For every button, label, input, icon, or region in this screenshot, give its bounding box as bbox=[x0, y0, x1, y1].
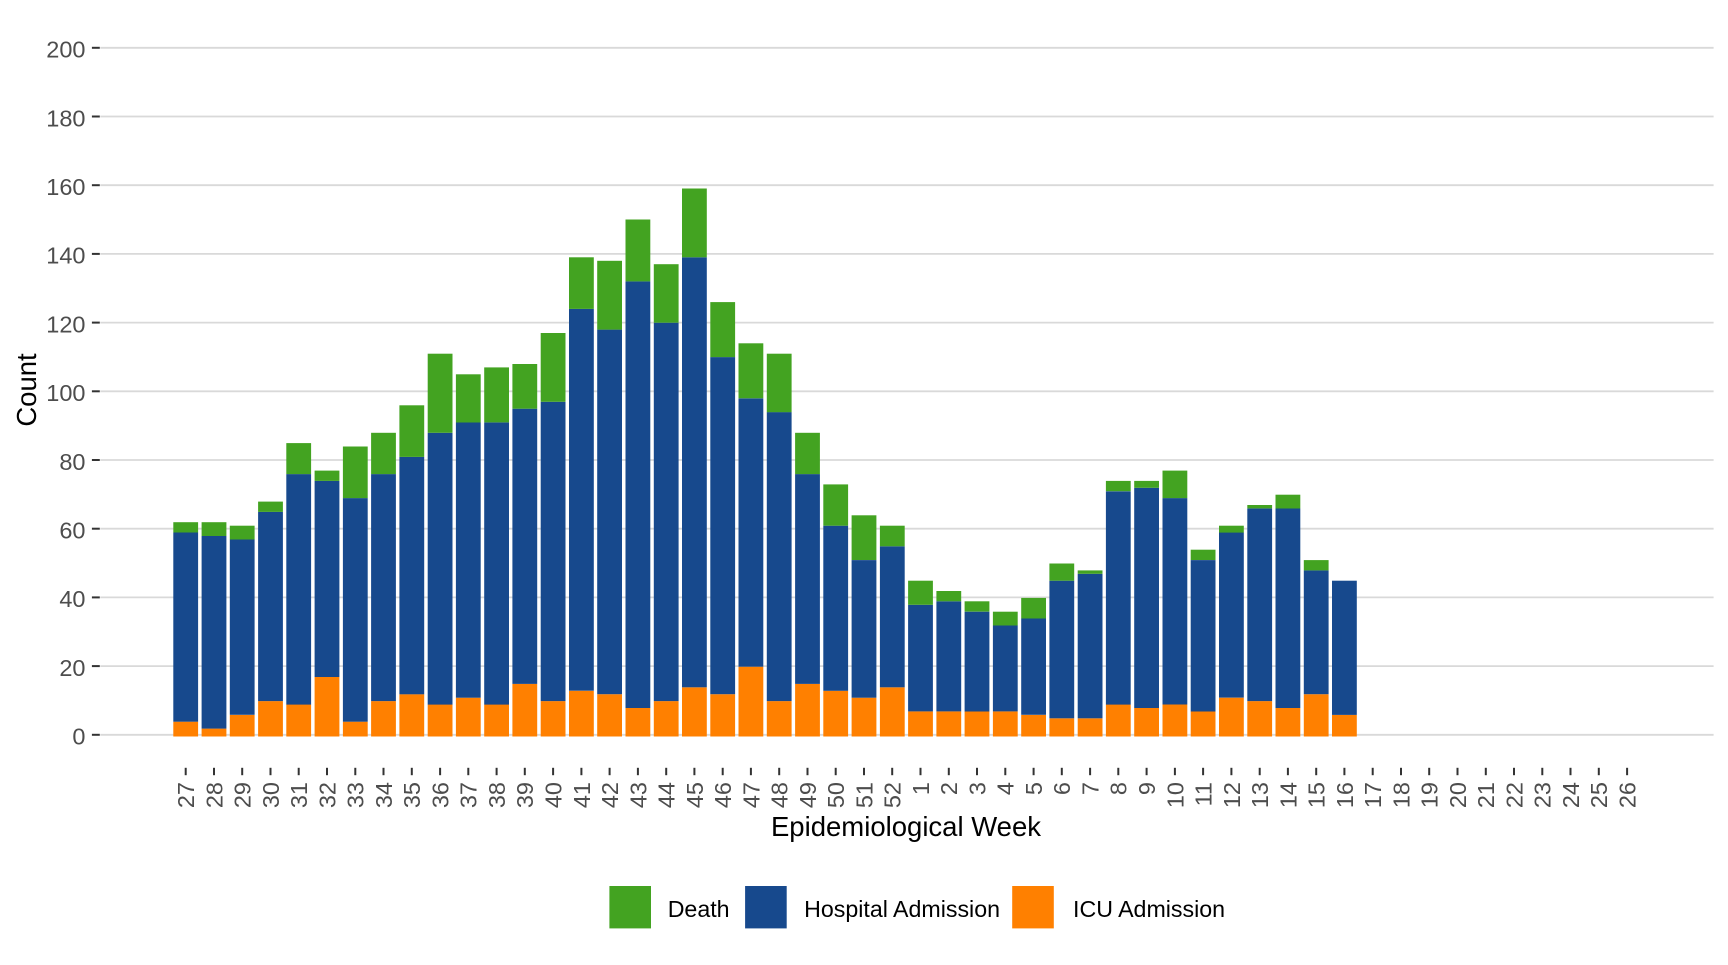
svg-text:80: 80 bbox=[59, 449, 85, 475]
svg-text:34: 34 bbox=[371, 782, 397, 808]
svg-text:31: 31 bbox=[286, 782, 312, 808]
svg-text:42: 42 bbox=[597, 782, 623, 808]
svg-text:Death: Death bbox=[668, 896, 730, 922]
svg-text:60: 60 bbox=[59, 518, 85, 544]
svg-text:33: 33 bbox=[343, 782, 369, 808]
svg-text:120: 120 bbox=[46, 311, 85, 337]
svg-text:3: 3 bbox=[964, 782, 990, 795]
svg-text:20: 20 bbox=[1445, 782, 1471, 808]
svg-text:35: 35 bbox=[399, 782, 425, 808]
svg-text:37: 37 bbox=[456, 782, 482, 808]
svg-text:140: 140 bbox=[46, 243, 85, 269]
svg-text:16: 16 bbox=[1332, 782, 1358, 808]
svg-text:46: 46 bbox=[710, 782, 736, 808]
svg-text:38: 38 bbox=[484, 782, 510, 808]
svg-text:160: 160 bbox=[46, 174, 85, 200]
svg-text:14: 14 bbox=[1275, 782, 1301, 808]
svg-text:19: 19 bbox=[1417, 782, 1443, 808]
svg-text:36: 36 bbox=[428, 782, 454, 808]
svg-text:18: 18 bbox=[1388, 782, 1414, 808]
svg-text:20: 20 bbox=[59, 655, 85, 681]
svg-text:25: 25 bbox=[1586, 782, 1612, 808]
svg-text:8: 8 bbox=[1106, 782, 1132, 795]
svg-text:41: 41 bbox=[569, 782, 595, 808]
svg-text:6: 6 bbox=[1049, 782, 1075, 795]
svg-text:47: 47 bbox=[738, 782, 764, 808]
svg-text:17: 17 bbox=[1360, 782, 1386, 808]
svg-text:24: 24 bbox=[1558, 782, 1584, 808]
svg-text:40: 40 bbox=[59, 586, 85, 612]
svg-text:45: 45 bbox=[682, 782, 708, 808]
svg-text:9: 9 bbox=[1134, 782, 1160, 795]
svg-text:4: 4 bbox=[993, 782, 1019, 795]
svg-text:28: 28 bbox=[201, 782, 227, 808]
svg-text:49: 49 bbox=[795, 782, 821, 808]
svg-text:7: 7 bbox=[1078, 782, 1104, 795]
svg-text:13: 13 bbox=[1247, 782, 1273, 808]
svg-text:Hospital Admission: Hospital Admission bbox=[804, 896, 1000, 922]
svg-text:11: 11 bbox=[1191, 782, 1217, 806]
svg-text:ICU Admission: ICU Admission bbox=[1073, 896, 1225, 922]
svg-text:2: 2 bbox=[936, 782, 962, 795]
svg-text:32: 32 bbox=[314, 782, 340, 808]
svg-text:30: 30 bbox=[258, 782, 284, 808]
svg-text:Epidemiological Week: Epidemiological Week bbox=[771, 811, 1041, 842]
svg-text:52: 52 bbox=[880, 782, 906, 808]
svg-text:Count: Count bbox=[11, 353, 42, 427]
svg-text:27: 27 bbox=[173, 782, 199, 808]
svg-text:100: 100 bbox=[46, 380, 85, 406]
svg-text:22: 22 bbox=[1501, 782, 1527, 808]
svg-text:29: 29 bbox=[230, 782, 256, 808]
svg-text:51: 51 bbox=[851, 782, 877, 808]
svg-text:21: 21 bbox=[1473, 782, 1499, 808]
svg-text:23: 23 bbox=[1530, 782, 1556, 808]
svg-text:15: 15 bbox=[1304, 782, 1330, 808]
svg-text:10: 10 bbox=[1162, 782, 1188, 808]
svg-text:39: 39 bbox=[512, 782, 538, 808]
svg-text:5: 5 bbox=[1021, 782, 1047, 795]
svg-text:180: 180 bbox=[46, 105, 85, 131]
svg-text:40: 40 bbox=[541, 782, 567, 808]
svg-text:44: 44 bbox=[654, 782, 680, 808]
svg-text:50: 50 bbox=[823, 782, 849, 808]
svg-text:43: 43 bbox=[625, 782, 651, 808]
svg-text:1: 1 bbox=[908, 782, 934, 795]
svg-text:48: 48 bbox=[767, 782, 793, 808]
svg-text:12: 12 bbox=[1219, 782, 1245, 808]
svg-text:200: 200 bbox=[46, 37, 85, 63]
svg-text:0: 0 bbox=[72, 724, 85, 750]
svg-text:26: 26 bbox=[1615, 782, 1641, 808]
